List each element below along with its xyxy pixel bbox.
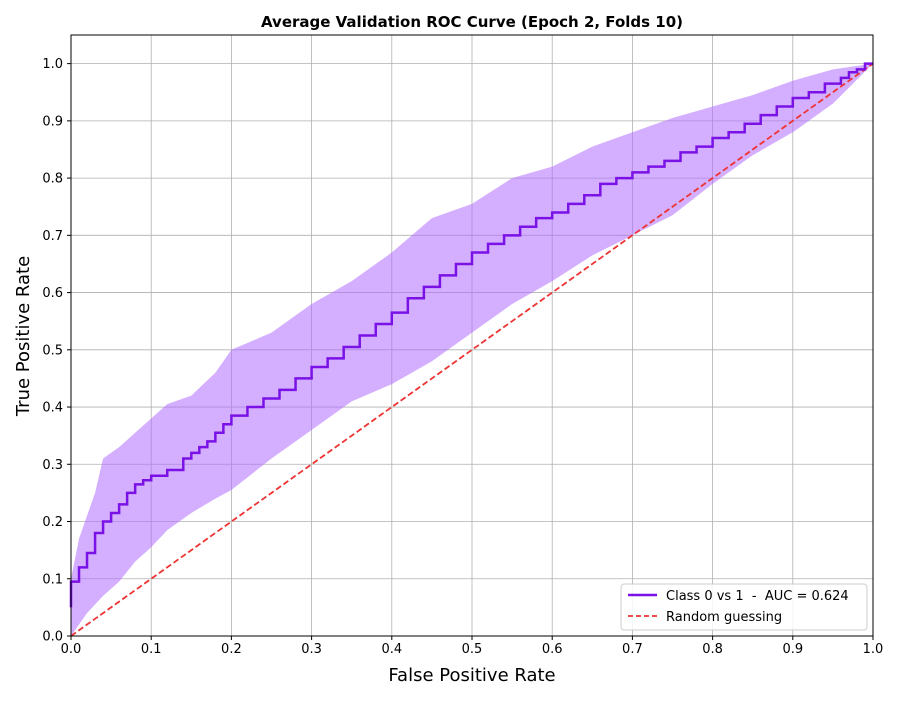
y-tick-label: 0.6 [42,286,63,301]
x-tick-label: 1.0 [863,642,884,657]
x-tick-label: 0.2 [221,642,242,657]
y-tick-label: 0.3 [42,458,63,473]
x-tick-label: 0.7 [622,642,643,657]
legend-label-roc: Class 0 vs 1 - AUC = 0.624 [666,589,849,604]
y-tick-label: 1.0 [42,57,63,72]
x-tick-label: 0.5 [462,642,483,657]
y-tick-label: 0.4 [42,401,63,416]
legend-box [620,583,868,631]
legend-label-random: Random guessing [666,610,782,625]
x-tick-label: 0.6 [542,642,563,657]
x-tick-label: 0.4 [381,642,402,657]
chart-title: Average Validation ROC Curve (Epoch 2, F… [261,13,683,31]
tick-layer: 0.0 0.1 0.2 0.3 0.4 0.5 0.6 0.7 0.8 0.9 1.0 0.0 0.1 0… [42,57,883,657]
x-tick-label: 0.9 [782,642,803,657]
y-axis-label: True Positive Rate [13,256,34,417]
y-tick-label: 0.9 [42,114,63,129]
x-tick-label: 0.8 [702,642,723,657]
y-tick-label: 0.0 [42,630,63,645]
x-axis-label: False Positive Rate [388,665,555,686]
y-tick-label: 0.5 [42,343,63,358]
random-guessing-line [70,62,874,637]
roc-curve-line [69,62,873,608]
x-tick-label: 0.1 [141,642,162,657]
x-tick-label: 0.3 [301,642,322,657]
y-tick-label: 0.8 [42,172,63,187]
legend: Class 0 vs 1 - AUC = 0.624 Random guessi… [620,583,868,631]
y-tick-label: 0.1 [42,572,63,587]
y-tick-label: 0.2 [42,515,63,530]
series-layer [69,62,874,637]
y-tick-label: 0.7 [42,229,63,244]
x-tick-label: 0.0 [61,642,82,657]
